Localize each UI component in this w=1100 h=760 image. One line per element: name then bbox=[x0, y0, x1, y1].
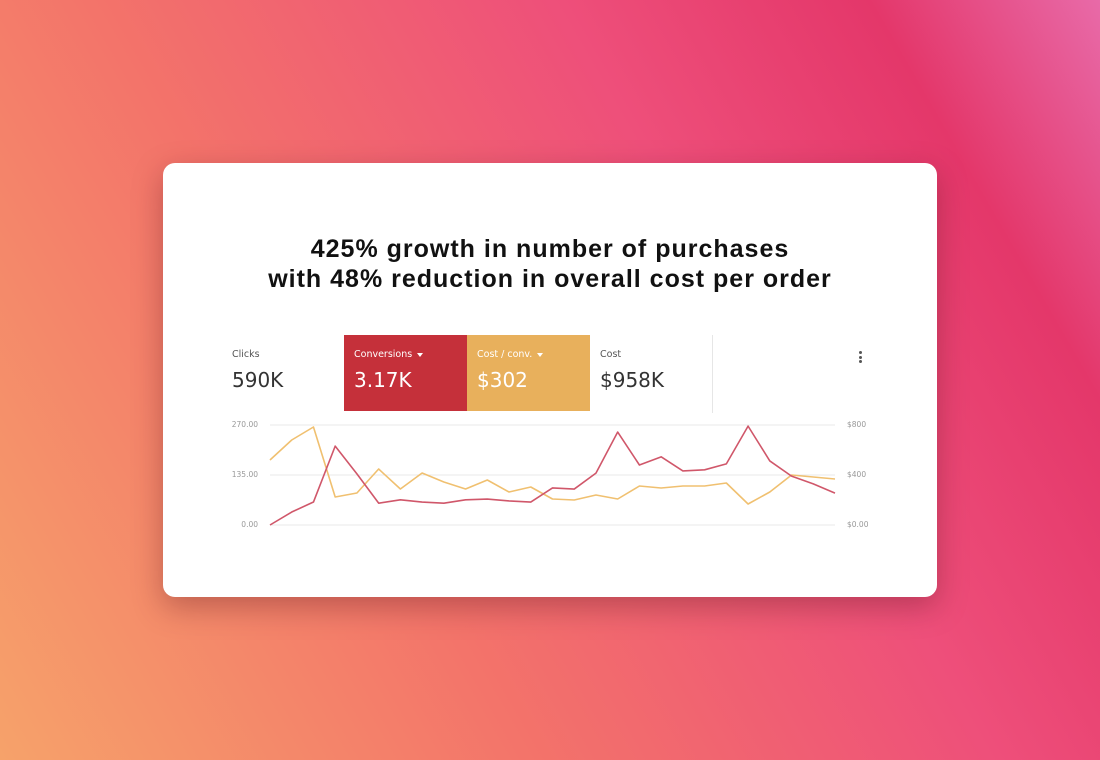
metric-tile[interactable]: Conversions 3.17K bbox=[344, 335, 467, 411]
metric-value: $958K bbox=[600, 368, 665, 392]
series-line bbox=[269, 426, 836, 505]
y-tick-label: 135.00 bbox=[232, 470, 258, 479]
dropdown-caret bbox=[537, 352, 544, 357]
legend-label: Cost / conv. bbox=[477, 349, 533, 360]
metric-label: Cost bbox=[600, 349, 622, 360]
legend-label: Conversions bbox=[354, 349, 413, 360]
y-tick-label: 270.00 bbox=[232, 420, 258, 429]
legend-entry: Conversions bbox=[354, 349, 457, 360]
title-line: 425% growth in number of purchases bbox=[310, 235, 790, 263]
metric-value: 3.17K bbox=[354, 368, 412, 392]
y2-tick-label: $400 bbox=[847, 470, 866, 479]
metric-value: 590K bbox=[232, 368, 284, 392]
legend-entry: Cost / conv. bbox=[477, 349, 580, 360]
metric-tile[interactable]: Clicks 590K bbox=[222, 335, 345, 411]
y-tick-label: 0.00 bbox=[241, 520, 258, 529]
y2-tick-label: $0.00 bbox=[847, 520, 869, 529]
series-line bbox=[269, 425, 836, 526]
y2-tick-label: $800 bbox=[847, 420, 866, 429]
more-menu[interactable] bbox=[859, 351, 862, 365]
metric-tile[interactable]: Cost / conv. $302 bbox=[467, 335, 590, 411]
title-line: with 48% reduction in overall cost per o… bbox=[268, 265, 832, 293]
divider bbox=[712, 335, 713, 413]
metric-tile[interactable]: Cost $958K bbox=[590, 335, 713, 411]
dropdown-caret bbox=[417, 352, 424, 357]
metric-value: $302 bbox=[477, 368, 528, 392]
metric-label: Clicks bbox=[232, 349, 260, 360]
